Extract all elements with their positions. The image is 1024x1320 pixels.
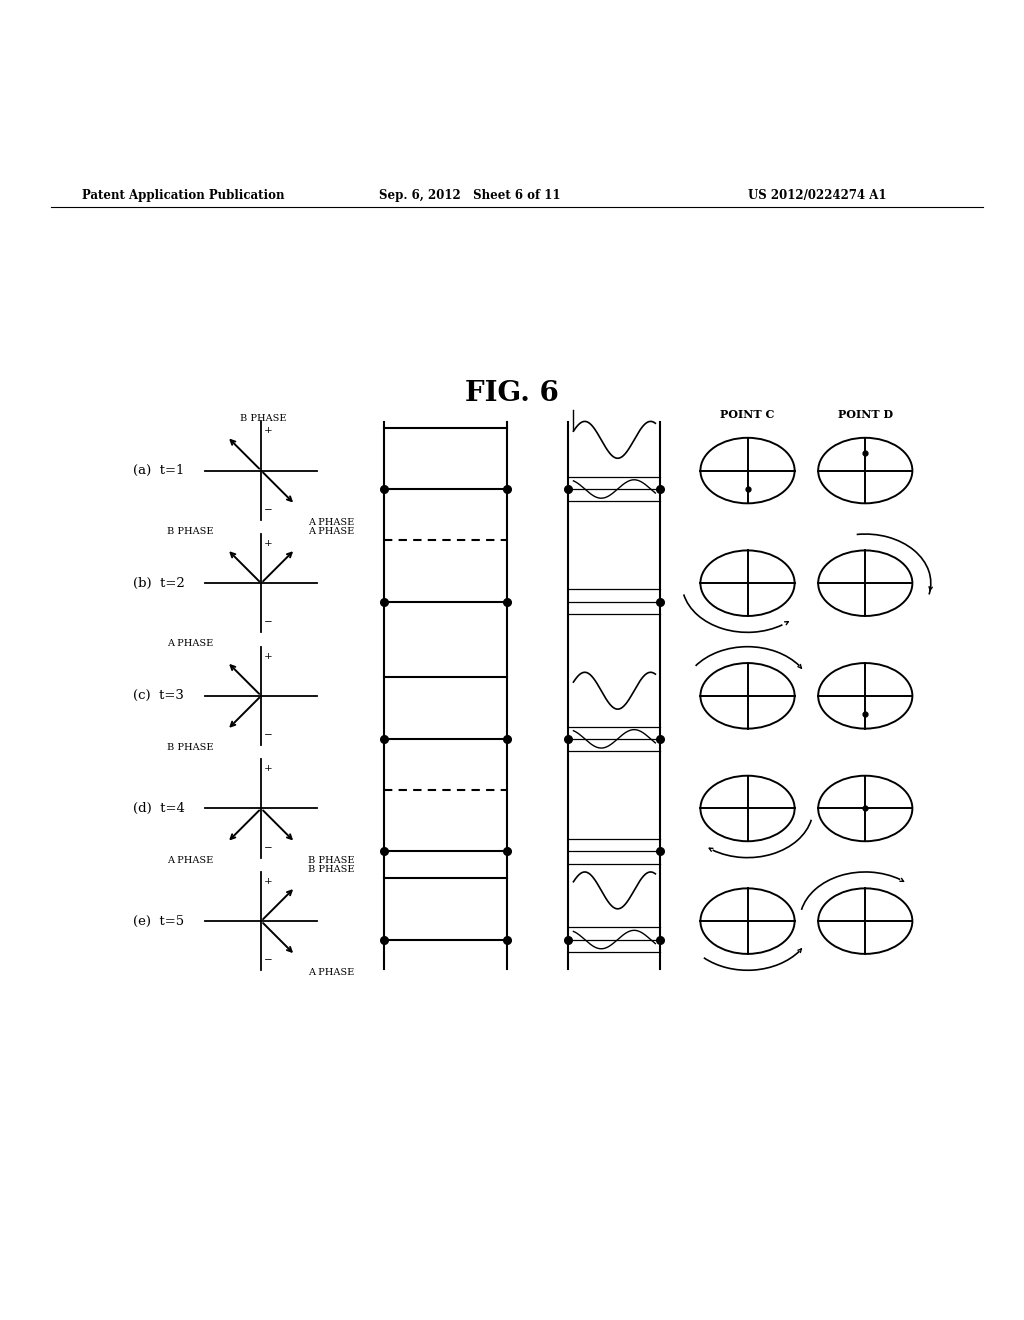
Text: (e)  t=5: (e) t=5 — [133, 915, 184, 928]
Text: −: − — [264, 843, 273, 853]
Text: −: − — [264, 619, 273, 627]
Text: FIG. 6: FIG. 6 — [465, 380, 559, 408]
Text: B PHASE: B PHASE — [241, 414, 287, 424]
Text: B PHASE: B PHASE — [308, 865, 355, 874]
Text: POINT D: POINT D — [838, 409, 893, 420]
Text: (b)  t=2: (b) t=2 — [133, 577, 185, 590]
Text: +: + — [264, 764, 273, 774]
Text: A PHASE: A PHASE — [308, 527, 354, 536]
Text: B PHASE: B PHASE — [308, 855, 355, 865]
Text: (a)  t=1: (a) t=1 — [133, 465, 184, 477]
Text: B PHASE: B PHASE — [167, 743, 214, 752]
Text: Patent Application Publication: Patent Application Publication — [82, 189, 285, 202]
Text: −: − — [264, 731, 273, 741]
Text: +: + — [264, 876, 273, 886]
Text: +: + — [264, 426, 273, 436]
Text: A PHASE: A PHASE — [308, 517, 354, 527]
Text: A PHASE: A PHASE — [308, 969, 354, 978]
Text: POINT C: POINT C — [720, 409, 775, 420]
Text: US 2012/0224274 A1: US 2012/0224274 A1 — [748, 189, 886, 202]
Text: (d)  t=4: (d) t=4 — [133, 803, 185, 814]
Text: A PHASE: A PHASE — [168, 639, 214, 648]
Text: B PHASE: B PHASE — [167, 527, 214, 536]
Text: +: + — [264, 652, 273, 660]
Text: −: − — [264, 506, 273, 515]
Text: −: − — [264, 957, 273, 965]
Text: (c)  t=3: (c) t=3 — [133, 689, 184, 702]
Text: Sep. 6, 2012   Sheet 6 of 11: Sep. 6, 2012 Sheet 6 of 11 — [379, 189, 560, 202]
Text: A PHASE: A PHASE — [168, 855, 214, 865]
Text: +: + — [264, 539, 273, 548]
